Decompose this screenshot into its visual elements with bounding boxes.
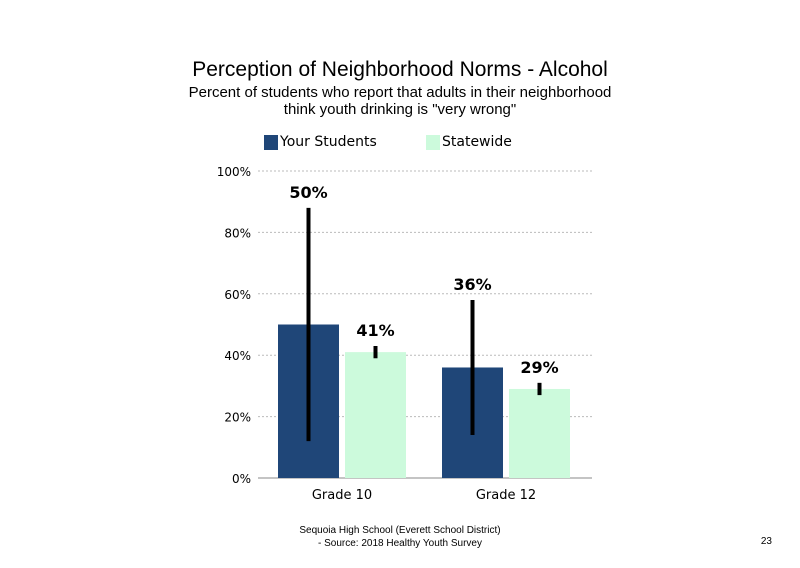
bar-statewide — [345, 352, 406, 478]
chart-subtitle-line-2: think youth drinking is "very wrong" — [283, 101, 517, 118]
footer-source: - Source: 2018 Healthy Youth Survey — [318, 538, 482, 549]
y-tick-label: 40% — [224, 349, 251, 363]
legend-item-your-students: Your Students — [264, 133, 377, 151]
chart-title: Perception of Neighborhood Norms - Alcoh… — [192, 58, 608, 81]
x-tick-label: Grade 10 — [312, 488, 372, 503]
data-label-statewide: 29% — [520, 358, 558, 377]
y-tick-label: 80% — [224, 226, 251, 240]
y-tick-label: 0% — [232, 472, 251, 486]
x-tick-label: Grade 12 — [476, 488, 536, 503]
y-tick-label: 60% — [224, 288, 251, 302]
chart-subtitle-line-1: Percent of students who report that adul… — [188, 84, 612, 101]
legend-label-your-students: Your Students — [280, 134, 377, 150]
legend-label-statewide: Statewide — [442, 134, 512, 150]
legend-swatch-statewide — [426, 134, 440, 150]
data-label-statewide: 41% — [356, 321, 394, 340]
legend-item-statewide: Statewide — [426, 133, 512, 151]
page-number: 23 — [760, 536, 772, 547]
y-tick-label: 100% — [217, 165, 251, 179]
legend-swatch-your-students — [264, 134, 278, 150]
data-label-your-students: 36% — [453, 275, 491, 294]
y-tick-label: 20% — [224, 411, 251, 425]
data-label-your-students: 50% — [289, 183, 327, 202]
bar-statewide — [509, 388, 570, 478]
footer-school: Sequoia High School (Everett School Dist… — [299, 525, 501, 536]
